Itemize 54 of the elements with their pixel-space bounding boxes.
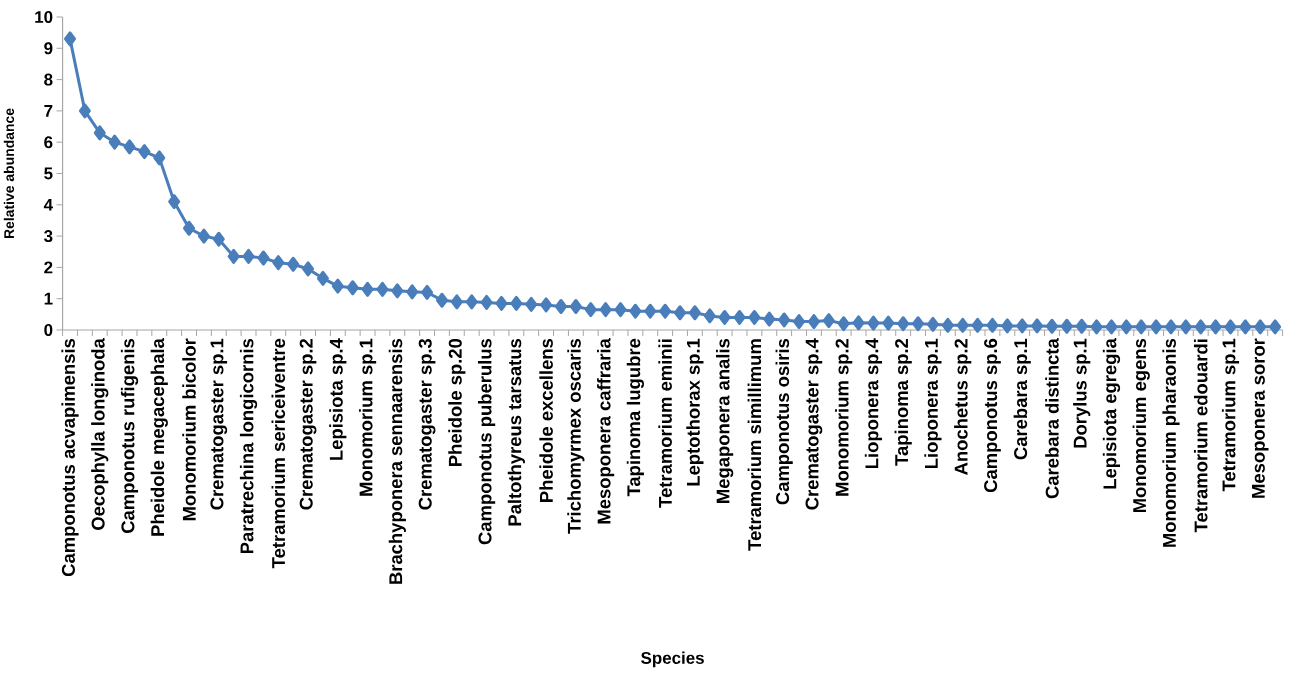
y-axis-title: Relative abundance: [3, 108, 15, 239]
y-tick-label: 7: [44, 105, 53, 117]
x-tick-label: Paratrechina longicornis: [239, 338, 258, 554]
x-tick-label: Tetramorium sp.1: [1221, 338, 1240, 492]
x-tick-label: Camponotus rufigenis: [120, 338, 139, 534]
x-tick-label: Tetramorium eminii: [658, 339, 672, 508]
y-tick-label: 8: [44, 73, 53, 86]
y-tick-label: 10: [35, 10, 53, 23]
y-tick-label: 0: [44, 323, 53, 336]
x-tick-label: Brachyponera sennaarensis: [388, 338, 406, 584]
x-tick-label: Pheidole sp.20: [448, 338, 466, 467]
x-tick-label: Crematogaster sp.1: [210, 338, 228, 510]
y-tick-label: 5: [44, 167, 53, 180]
x-tick-label: Monomorium bicolor: [182, 338, 196, 521]
x-tick-label: Tetramorium edouardi: [1193, 339, 1208, 533]
x-tick-label: Crematogaster sp.2: [299, 338, 317, 510]
x-axis-title: Species: [641, 651, 704, 668]
x-tick-label: Anochetus sp.2: [954, 338, 972, 475]
x-tick-label: Lepisiota sp.4: [329, 338, 347, 460]
x-tick-label: Tetramorium sericeiventre: [271, 338, 286, 569]
x-tick-label: Lioponera sp.1: [924, 338, 942, 469]
x-tick-label: Tetramorium simillimum: [747, 339, 762, 551]
x-tick-label: Trichomyrmex oscaris: [567, 338, 585, 534]
x-tick-label: Camponotus acvapimensis: [61, 338, 79, 577]
y-tick-label: 1: [44, 292, 53, 305]
y-tick-label: 3: [44, 230, 53, 243]
y-tick-label: 6: [44, 136, 53, 149]
x-tick-label: Mesoponera caffraria: [597, 338, 615, 524]
x-tick-label: Lepisiota egregia: [1102, 338, 1121, 489]
x-tick-label: Carebara sp.1: [1013, 338, 1031, 460]
y-tick-label: 9: [44, 42, 53, 55]
x-tick-label: Dorylus sp.1: [1073, 338, 1091, 448]
x-tick-label: Carebara distincta: [1045, 338, 1059, 499]
x-tick-label: Camponotus puberulus: [478, 338, 496, 545]
x-tick-label: Crematogaster sp.3: [418, 338, 436, 510]
x-tick-label: Lioponera sp.4: [864, 338, 883, 469]
x-tick-label: Camponotus osiris: [775, 338, 793, 505]
x-tick-label: Megaponera analis: [716, 338, 734, 503]
x-tick-label: Monomorium pharaonis: [1162, 338, 1180, 547]
x-tick-label: Pheidole excellens: [539, 338, 553, 502]
y-tick-label: 4: [43, 198, 53, 211]
y-tick-label: 2: [44, 261, 53, 274]
x-tick-label: Camponotus sp.6: [984, 338, 1001, 493]
x-tick-label: Oecophylla longinoda: [91, 338, 109, 530]
x-tick-label: Leptothorax sp.1: [686, 338, 704, 486]
x-tick-label: Mesoponera soror: [1251, 338, 1269, 498]
x-tick-label: Monomorium sp.1: [358, 338, 377, 496]
x-tick-label: Pheidole megacephala: [150, 338, 168, 536]
x-tick-label: Tapinoma lugubre: [626, 338, 645, 497]
x-tick-label: Monomorium egens: [1132, 338, 1150, 513]
x-tick-label: Crematogaster sp.4: [805, 338, 823, 510]
x-tick-label: Monomorium sp.2: [835, 338, 853, 496]
x-tick-label: Paltothyreus tarsatus: [507, 338, 525, 526]
x-tick-label: Tapinoma sp.2: [894, 338, 912, 466]
